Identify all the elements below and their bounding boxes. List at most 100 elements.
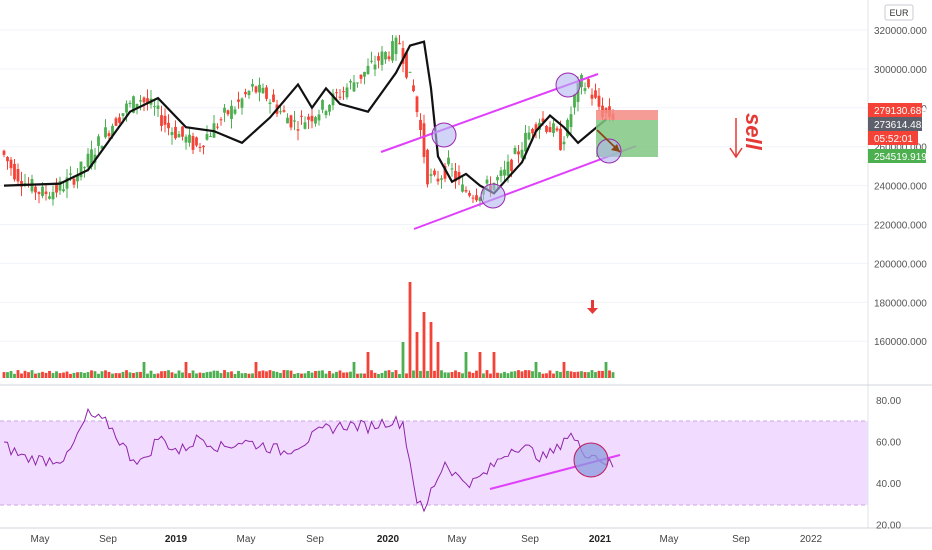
- channel-lower-line[interactable]: [413, 145, 637, 230]
- stop-loss-zone[interactable]: [596, 110, 658, 120]
- volume-bar: [2, 372, 6, 378]
- volume-bar: [90, 370, 93, 378]
- volume-bar: [118, 373, 121, 378]
- candle-body: [251, 84, 254, 87]
- volume-bar: [51, 373, 55, 378]
- candle-body: [520, 149, 524, 158]
- volume-bar: [146, 373, 149, 378]
- candle-body: [422, 123, 426, 157]
- candle-body: [555, 128, 559, 131]
- volume-bar: [195, 373, 198, 378]
- volume-bar: [275, 371, 279, 378]
- candle-body: [107, 133, 111, 137]
- volume-bar: [100, 371, 104, 378]
- candle-body: [429, 174, 433, 176]
- candle-body: [580, 74, 583, 88]
- candle-body: [181, 126, 184, 137]
- currency-badge[interactable]: EUR: [884, 4, 914, 21]
- candle-body: [118, 117, 121, 123]
- volume-bar: [454, 370, 457, 378]
- volume-bar: [212, 370, 216, 378]
- volume-bar: [254, 362, 258, 378]
- price-axis[interactable]: 320000.000300000.000280000.000260000.000…: [874, 26, 927, 348]
- candle-body: [72, 178, 76, 185]
- volume-bar: [184, 362, 188, 378]
- volume-bar: [513, 371, 517, 378]
- candle-body: [328, 104, 331, 112]
- candle-body: [247, 91, 251, 96]
- candle-body: [548, 127, 552, 133]
- volume-bar: [457, 372, 461, 378]
- candle-body: [335, 92, 338, 94]
- take-profit-value: 254519.919: [874, 152, 927, 163]
- candle-body: [461, 184, 464, 192]
- candle-body: [527, 132, 531, 140]
- candle-body: [534, 124, 538, 133]
- volume-bar: [503, 371, 506, 378]
- volume-bar: [597, 370, 601, 378]
- price-tick-label: 220000.000: [874, 221, 927, 232]
- volume-bar: [286, 370, 289, 378]
- time-axis[interactable]: May Sep 2019 May Sep 2020 May Sep 2021 May Sep 2022: [31, 534, 823, 545]
- candle-body: [153, 106, 156, 108]
- volume-bar: [83, 372, 86, 378]
- volume-bar: [48, 370, 51, 378]
- candle-body: [69, 173, 72, 175]
- price-pane[interactable]: [0, 0, 868, 385]
- candle-body: [590, 94, 594, 99]
- candle-body: [209, 135, 212, 137]
- rsi-tick-label: 40.00: [876, 479, 901, 490]
- volume-bar: [149, 370, 153, 378]
- volume-bar: [188, 373, 191, 378]
- volume-bar: [72, 372, 76, 378]
- volume-bar: [492, 352, 496, 378]
- candle-body: [496, 177, 499, 181]
- volume-bar: [128, 372, 132, 378]
- stop-loss-badge: 279130.689: [868, 103, 927, 117]
- volume-bar: [380, 372, 384, 378]
- volume-bar: [37, 372, 41, 378]
- candle-body: [177, 134, 181, 138]
- volume-bar: [464, 352, 468, 378]
- candle-body: [349, 81, 352, 83]
- volume-bar: [27, 372, 30, 378]
- volume-bar: [604, 362, 608, 378]
- candle-body: [513, 147, 517, 154]
- candle-body: [265, 87, 268, 99]
- candle-body: [517, 151, 520, 155]
- candle-body: [405, 52, 408, 78]
- volume-bar: [415, 332, 419, 378]
- volume-bar: [114, 373, 118, 378]
- time-tick-label: 2021: [589, 534, 612, 545]
- candle-body: [76, 174, 79, 182]
- rsi-tick-label: 60.00: [876, 438, 901, 449]
- candle-body: [377, 56, 380, 61]
- candle-body: [307, 116, 310, 120]
- volume-bar: [433, 370, 436, 378]
- time-tick-label: Sep: [732, 534, 750, 545]
- rsi-tick-label: 20.00: [876, 521, 901, 532]
- candle-body: [114, 118, 118, 126]
- volume-bar: [552, 373, 555, 378]
- volume-bar: [303, 373, 307, 378]
- volume-bar: [205, 372, 209, 378]
- volume-bar: [219, 373, 223, 378]
- volume-bar: [548, 370, 552, 378]
- volume-bar: [373, 372, 377, 378]
- time-tick-label: Sep: [521, 534, 539, 545]
- volume-bar: [478, 352, 482, 378]
- candle-body: [436, 178, 440, 182]
- volume-bar: [142, 362, 146, 378]
- rsi-axis[interactable]: 80.00 60.00 40.00 20.00: [876, 396, 901, 532]
- volume-bar: [408, 282, 412, 378]
- moving-average-line: [3, 40, 607, 195]
- candle-body: [188, 134, 191, 143]
- volume-bar: [363, 373, 366, 378]
- candle-body: [303, 122, 307, 129]
- volume-bar: [506, 373, 510, 378]
- candle-body: [9, 159, 13, 169]
- candle-body: [384, 52, 387, 60]
- volume-bar: [167, 370, 170, 378]
- countdown-value: 05:52:01: [874, 134, 913, 145]
